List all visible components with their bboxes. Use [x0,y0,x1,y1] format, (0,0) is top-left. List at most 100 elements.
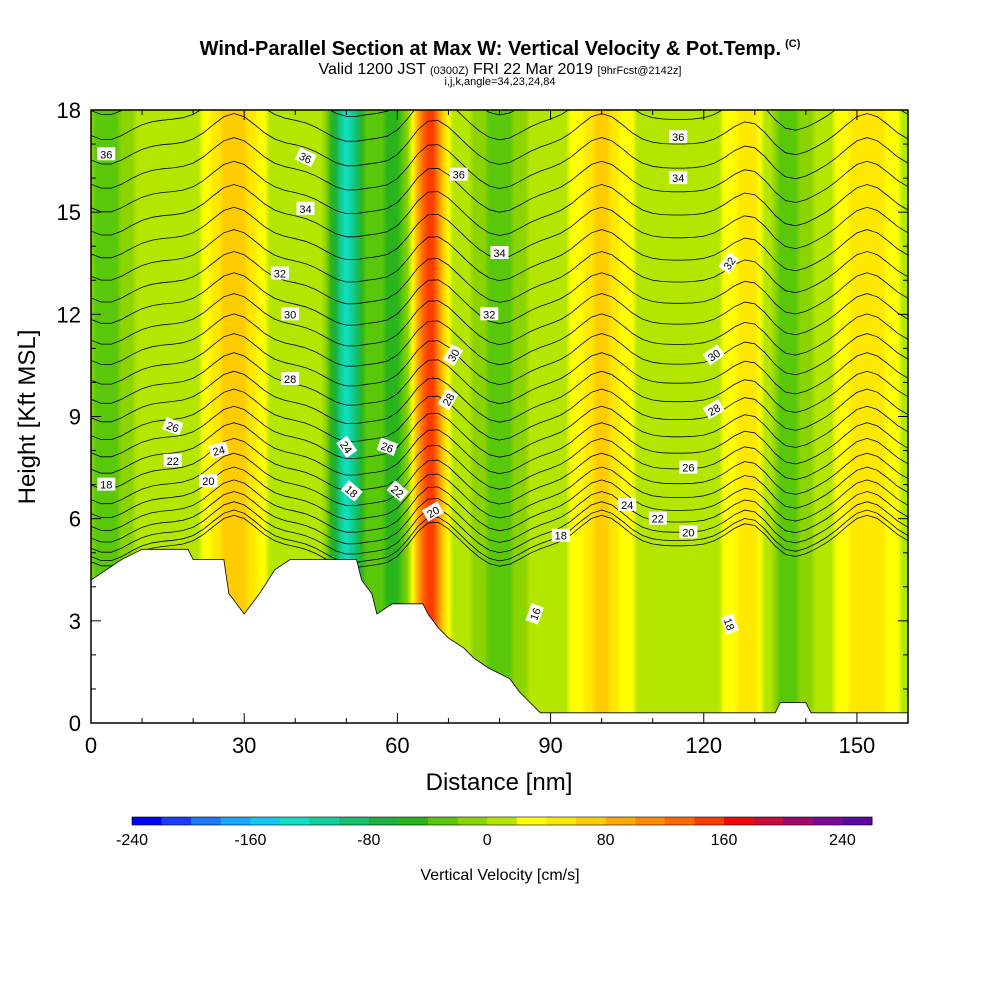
contour-label: 34 [490,246,509,260]
theta-contour-line [91,272,908,326]
colorbar-swatch [220,817,251,825]
colorbar-tick-label: 0 [483,832,492,849]
contour-label-bg [490,246,509,259]
contour-label-text: 24 [337,439,354,456]
contour-label-bg [669,130,688,144]
y-axis-label: Height [Kft MSL] [14,330,41,505]
theta-contour-line [91,370,908,425]
colorbar-swatch [724,817,755,825]
contour-label-bg [340,480,363,502]
colorbar-swatch [812,817,843,825]
theta-contour-line [91,491,908,545]
contour-label: 30 [281,307,300,321]
colorbar-swatch [546,817,577,825]
theta-contour-line [91,293,908,347]
theta-contour-line [91,479,908,533]
contour-label: 30 [702,344,725,366]
theta-contour-line [91,452,908,506]
contour-label-text: 24 [211,444,226,459]
contour-label-bg [648,511,667,525]
contour-label: 36 [294,147,317,167]
theta-contour-line [91,422,908,476]
colorbar-swatch [368,817,399,825]
y-tick-label: 15 [57,200,81,225]
valid-date: FRI 22 Mar 2019 [473,61,594,78]
contour-label-text: 20 [202,476,214,488]
contour-label-bg [296,201,315,215]
colorbar-swatch [664,817,695,825]
contour-label-text: 18 [555,531,567,543]
contour-label-bg [281,307,300,321]
valid-utc: (0300Z) [430,65,469,77]
colorbar-swatch [753,817,784,825]
colorbar-swatch [605,817,636,825]
contour-label-text: 24 [621,500,633,512]
colorbar-swatch [457,817,488,825]
theta-contours [91,110,908,569]
contour-label-text: 34 [493,248,505,260]
contour-label-text: 32 [722,255,739,272]
contour-label-bg [669,171,688,185]
y-tick-label: 9 [69,405,81,430]
contour-label-bg [449,167,468,181]
theta-contour-line [91,501,908,555]
theta-contour-line [91,313,908,367]
x-tick-label: 0 [85,733,97,758]
theta-contour-line [91,437,908,492]
contour-label-text: 36 [672,132,684,144]
contour-label: 18 [97,477,116,492]
y-tick-label: 3 [69,609,81,634]
contour-label-text: 34 [299,204,311,216]
contour-label-bg [97,147,116,161]
contour-label-bg [97,477,116,491]
theta-contour-line [91,352,908,406]
contour-label-text: 28 [441,392,458,409]
contour-label-text: 26 [682,463,694,475]
theta-contour-line [91,251,908,305]
contour-label-text: 28 [284,374,296,386]
terrain-mask [90,548,909,724]
contour-label-bg [162,417,184,436]
colorbar-tick-label: 80 [597,832,615,849]
contour-label-bg [281,372,300,385]
contour-label-text: 36 [297,151,313,167]
theta-contour-line [91,509,908,563]
contour-label: 32 [270,266,289,281]
contour-label: 36 [669,130,688,144]
chart-title: Wind-Parallel Section at Max W: Vertical… [199,38,801,60]
contour-label-bg [679,525,698,539]
colorbar-swatch [635,817,666,825]
contour-label-text: 30 [446,347,463,364]
contour-label: 16 [525,603,544,625]
contour-label: 34 [669,171,688,185]
contour-label-bg [270,266,289,280]
colorbar-swatch [280,817,311,825]
colorbar-tick-label: 240 [829,832,856,849]
contour-label-bg [679,460,698,474]
contour-label-bg [437,388,459,411]
colorbar-swatch [576,817,607,825]
contour-label-bg [480,307,499,321]
theta-contour-line [91,466,908,520]
contour-label-text: 32 [483,309,495,321]
contour-label-bg [376,437,399,456]
contour-label: 28 [702,399,725,420]
colorbar: -240 -160 -80 0 80 160 240 [116,816,873,849]
theta-contour-line [91,514,908,569]
contour-label: 32 [480,307,499,321]
contour-label-bg [386,480,409,502]
contour-label-text: 36 [453,170,465,182]
colorbar-label: Vertical Velocity [cm/s] [420,867,579,884]
y-tick-label: 12 [57,302,81,327]
colorbar-swatch [132,817,163,825]
contour-label-bg [199,474,218,488]
colorbar-frame [131,816,873,826]
contour-label-text: 36 [100,149,112,161]
contour-label-bg [702,344,725,366]
colorbar-swatch [428,817,459,825]
contour-label: 26 [376,437,399,456]
x-tick-label: 120 [685,733,722,758]
grid-indices: i,j,k,angle=34,23,24,84 [444,76,556,88]
contour-label: 22 [648,511,667,526]
